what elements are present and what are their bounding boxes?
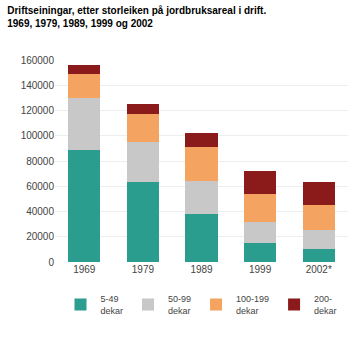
svg-text:1989: 1989: [190, 264, 213, 275]
svg-text:60000: 60000: [26, 181, 54, 192]
svg-text:100000: 100000: [21, 130, 55, 141]
svg-text:1969: 1969: [73, 264, 96, 275]
svg-text:40000: 40000: [26, 206, 54, 217]
svg-text:120000: 120000: [21, 105, 55, 116]
svg-text:0: 0: [48, 257, 54, 268]
svg-text:50-99dekar: 50-99dekar: [168, 294, 191, 316]
svg-text:1979: 1979: [132, 264, 155, 275]
svg-text:Driftseiningar, etter storleik: Driftseiningar, etter storleiken på jord…: [7, 5, 266, 29]
svg-text:160000: 160000: [21, 55, 55, 66]
svg-text:1999: 1999: [249, 264, 272, 275]
svg-text:2002*: 2002*: [306, 264, 332, 275]
svg-text:140000: 140000: [21, 80, 55, 91]
svg-text:100-199dekar: 100-199dekar: [236, 294, 269, 316]
svg-text:5-49dekar: 5-49dekar: [101, 294, 124, 316]
svg-text:200-dekar: 200-dekar: [314, 294, 337, 316]
svg-text:80000: 80000: [26, 156, 54, 167]
svg-text:20000: 20000: [26, 231, 54, 242]
